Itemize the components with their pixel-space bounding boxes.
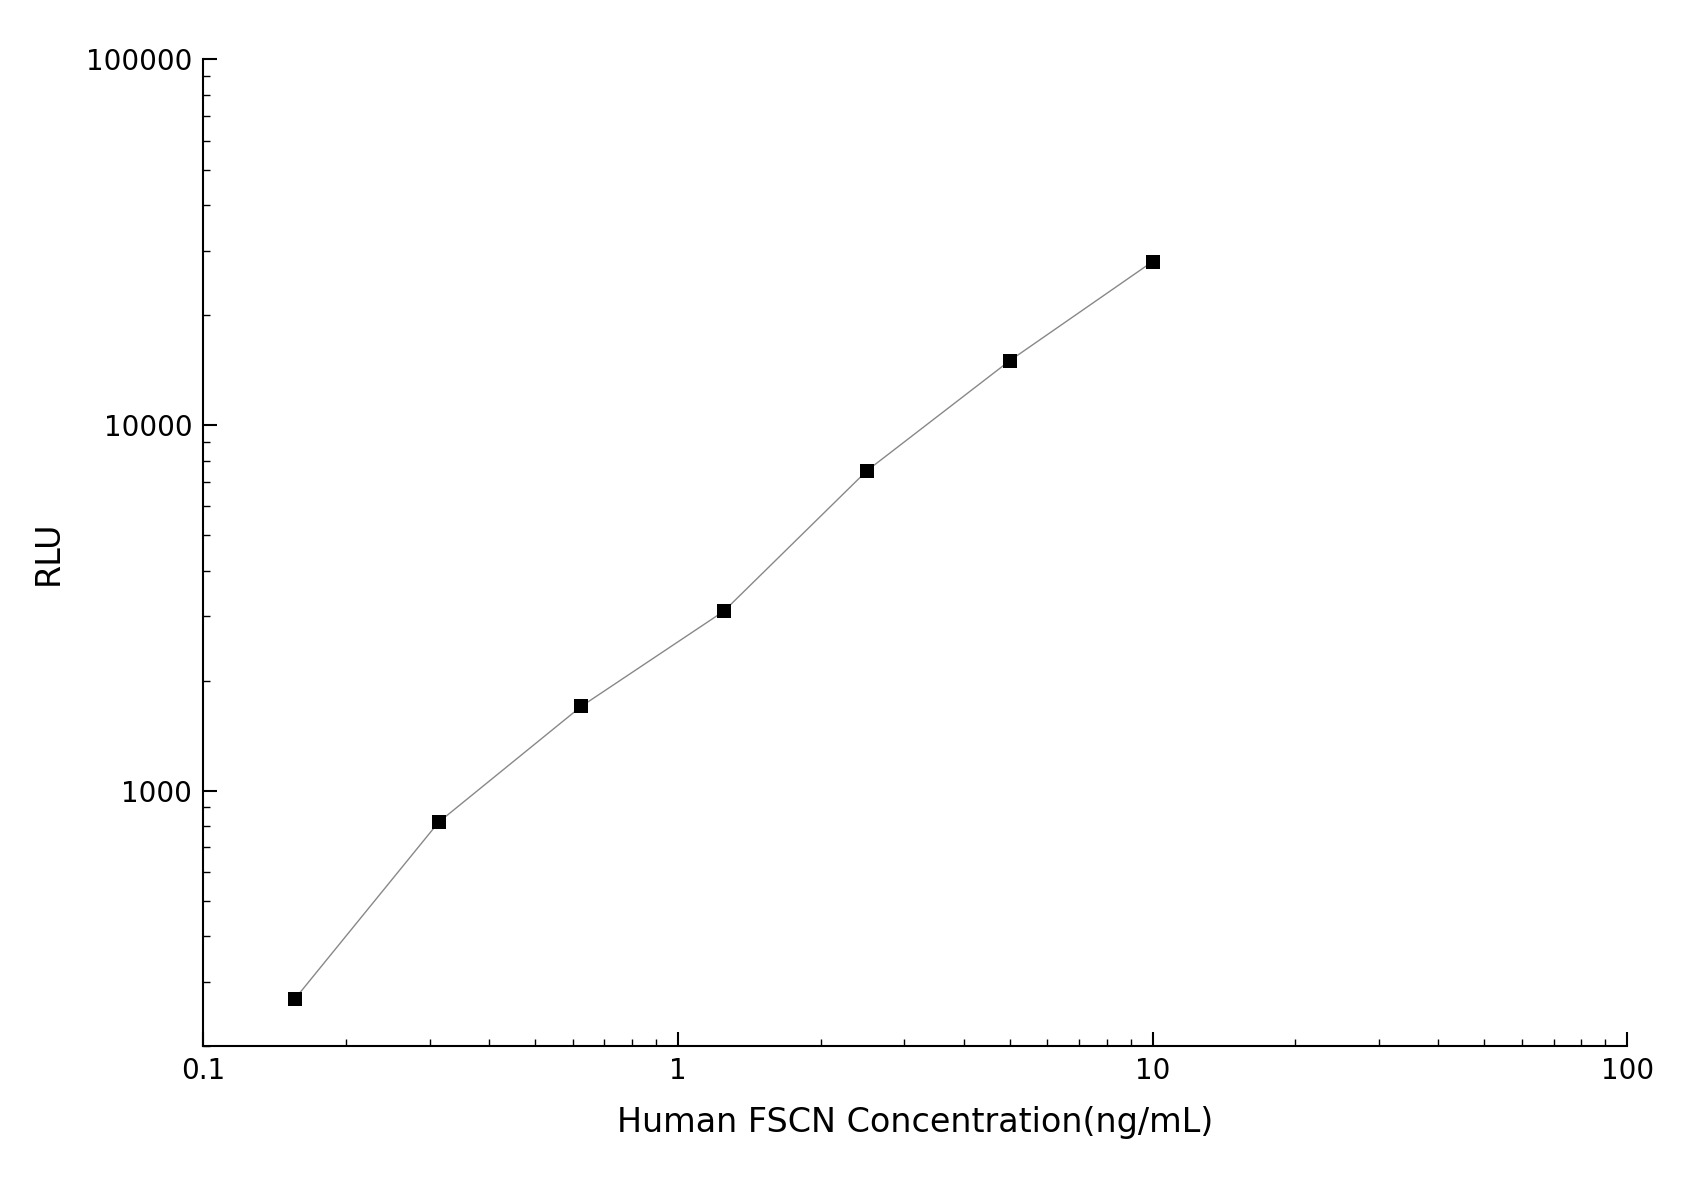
Point	[568, 697, 595, 716]
Point	[997, 351, 1024, 370]
X-axis label: Human FSCN Concentration(ng/mL): Human FSCN Concentration(ng/mL)	[617, 1106, 1214, 1139]
Point	[281, 989, 308, 1008]
Y-axis label: RLU: RLU	[32, 521, 64, 585]
Point	[1139, 252, 1166, 271]
Point	[425, 813, 453, 832]
Point	[710, 602, 737, 621]
Point	[853, 461, 880, 480]
